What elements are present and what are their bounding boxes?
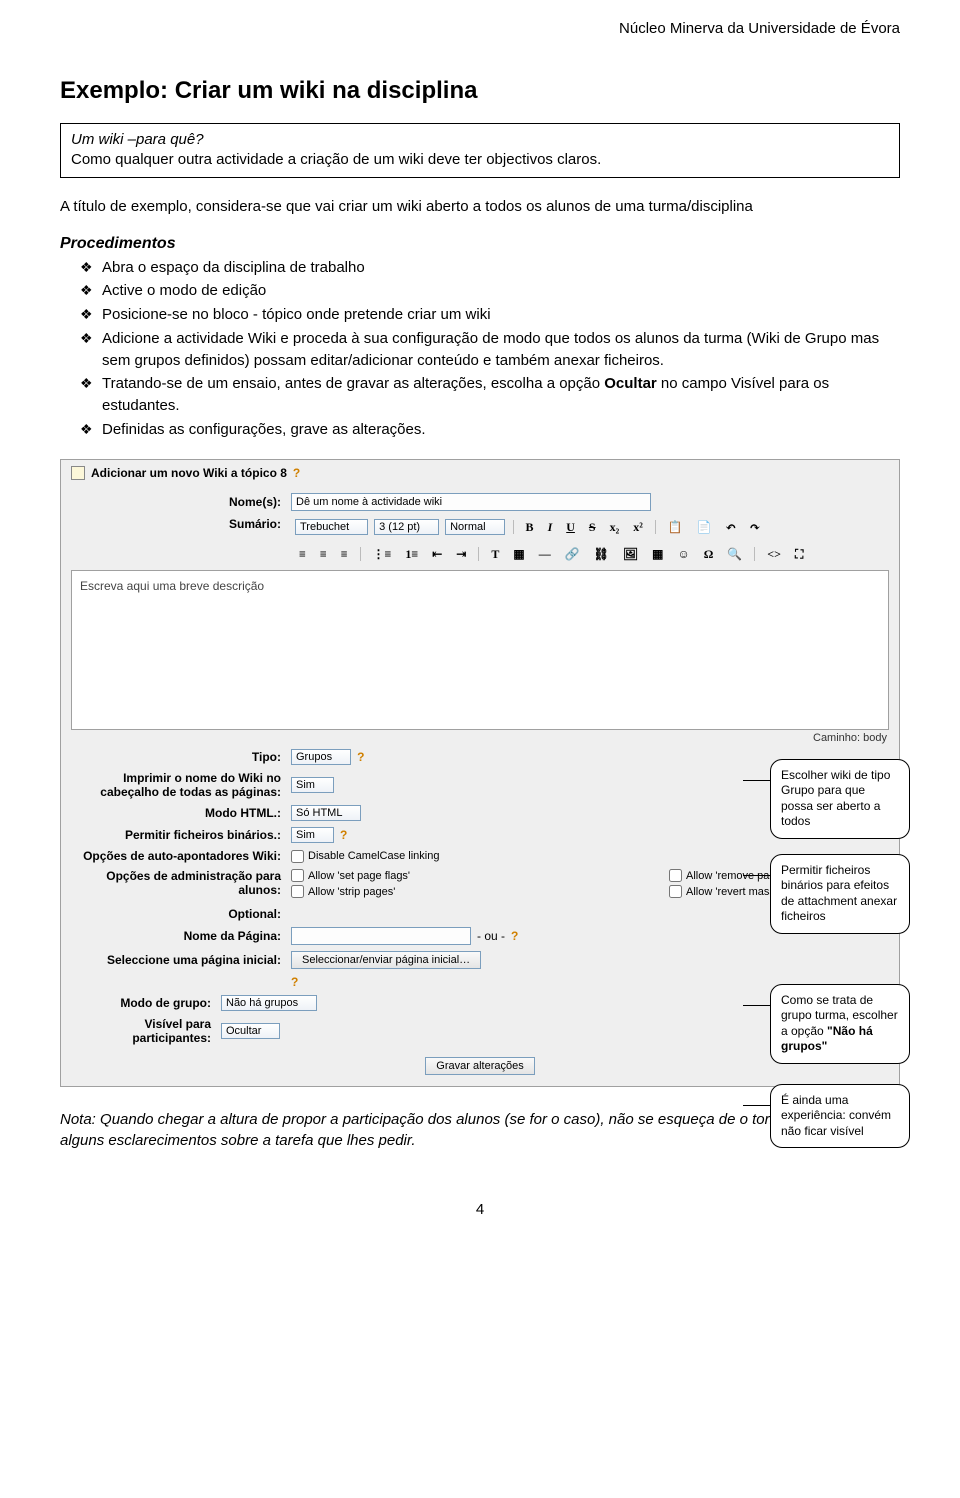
pagina-inicial-button[interactable]: Seleccionar/enviar página inicial… xyxy=(291,951,481,969)
find-icon[interactable]: 🔍 xyxy=(723,546,746,563)
align-right-icon[interactable]: ≡ xyxy=(337,546,352,563)
label-auto-apontadores: Opções de auto-apontadores Wiki: xyxy=(71,849,291,863)
italic-icon[interactable]: I xyxy=(544,519,557,536)
bgcolor-icon[interactable]: ▦ xyxy=(509,546,528,563)
label-sumario: Sumário: xyxy=(71,517,291,531)
proc-item: Abra o espaço da disciplina de trabalho xyxy=(80,257,900,279)
sub-icon[interactable]: x₂ xyxy=(606,519,624,536)
bold-icon[interactable]: B xyxy=(522,519,538,536)
copy-icon[interactable]: 📋 xyxy=(664,519,687,536)
label-modo-grupo: Modo de grupo: xyxy=(71,996,221,1010)
label-pagina-inicial: Seleccione uma página inicial: xyxy=(71,953,291,967)
paste-icon[interactable]: 📄 xyxy=(693,519,716,536)
box-line-1: Um wiki –para quê? xyxy=(71,130,889,150)
indent-icon[interactable]: ⇥ xyxy=(452,546,470,563)
permitir-bin-select[interactable]: Sim xyxy=(291,827,334,843)
sup-icon[interactable]: x² xyxy=(629,519,647,536)
callout-grupo: Como se trata de grupo turma, escolher a… xyxy=(770,984,910,1064)
ou-separator: - ou - xyxy=(477,929,505,943)
color-icon[interactable]: T xyxy=(487,546,503,563)
callout-tipo: Escolher wiki de tipo Grupo para que pos… xyxy=(770,759,910,839)
editor-toolbar[interactable]: Trebuchet 3 (12 pt) Normal B I U S x₂ x²… xyxy=(291,517,889,538)
help-icon[interactable]: ? xyxy=(357,750,364,764)
label-nome-pagina: Nome da Página: xyxy=(71,929,291,943)
label-visivel: Visível para participantes: xyxy=(71,1017,221,1045)
page-title: Exemplo: Criar um wiki na disciplina xyxy=(60,77,900,105)
link-icon[interactable]: 🔗 xyxy=(561,546,584,563)
size-select[interactable]: 3 (12 pt) xyxy=(374,519,439,535)
form-titlebar: Adicionar um novo Wiki a tópico 8 ? xyxy=(61,460,899,486)
label-tipo: Tipo: xyxy=(71,750,291,764)
label-permitir-bin: Permitir ficheiros binários.: xyxy=(71,828,291,842)
table-icon[interactable]: ▦ xyxy=(648,546,667,563)
image-icon[interactable]: 🖼 xyxy=(619,546,642,563)
page-number: 4 xyxy=(60,1201,900,1218)
label-nome: Nome(s): xyxy=(71,495,291,509)
callout-binarios: Permitir ficheiros binários para efeitos… xyxy=(770,854,910,934)
procedures-list: Abra o espaço da disciplina de trabalho … xyxy=(60,257,900,441)
html-icon[interactable]: <> xyxy=(763,546,785,563)
procedures-heading: Procedimentos xyxy=(60,235,900,253)
underline-icon[interactable]: U xyxy=(562,519,579,536)
allow-strippages-checkbox[interactable]: Allow 'strip pages' xyxy=(291,885,395,898)
proc-item: Definidas as configurações, grave as alt… xyxy=(80,419,900,441)
visivel-select[interactable]: Ocultar xyxy=(221,1023,280,1039)
align-left-icon[interactable]: ≡ xyxy=(295,546,310,563)
align-center-icon[interactable]: ≡ xyxy=(316,546,331,563)
strike-icon[interactable]: S xyxy=(585,519,600,536)
char-icon[interactable]: Ω xyxy=(700,546,718,563)
help-icon[interactable]: ? xyxy=(511,929,518,943)
allow-setpageflags-checkbox[interactable]: Allow 'set page flags' xyxy=(291,869,410,882)
proc-item: Tratando-se de um ensaio, antes de grava… xyxy=(80,373,900,417)
form-title: Adicionar um novo Wiki a tópico 8 xyxy=(91,466,287,480)
nome-input[interactable] xyxy=(291,493,651,511)
page-header: Núcleo Minerva da Universidade de Évora xyxy=(60,20,900,37)
hr-icon[interactable]: — xyxy=(535,546,555,563)
tipo-select[interactable]: Grupos xyxy=(291,749,351,765)
font-select[interactable]: Trebuchet xyxy=(295,519,368,535)
help-icon[interactable]: ? xyxy=(340,828,347,842)
proc-item: Active o modo de edição xyxy=(80,280,900,302)
undo-icon[interactable]: ↶ xyxy=(722,519,740,536)
proc-item: Posicione-se no bloco - tópico onde pret… xyxy=(80,304,900,326)
modo-grupo-select[interactable]: Não há grupos xyxy=(221,995,317,1011)
label-modo-html: Modo HTML.: xyxy=(71,806,291,820)
label-admin: Opções de administração para alunos: xyxy=(71,869,291,897)
modo-html-select[interactable]: Só HTML xyxy=(291,805,361,821)
unlink-icon[interactable]: ⛓ xyxy=(590,546,613,563)
intro-paragraph: A título de exemplo, considera-se que va… xyxy=(60,196,900,217)
editor-toolbar-2[interactable]: ≡ ≡ ≡ ⋮≡ 1≡ ⇤ ⇥ T ▦ — 🔗 ⛓ 🖼 xyxy=(291,544,889,565)
imprimir-select[interactable]: Sim xyxy=(291,777,334,793)
smiley-icon[interactable]: ☺ xyxy=(673,546,693,563)
nome-pagina-input[interactable] xyxy=(291,927,471,945)
proc-item: Adicione a actividade Wiki e proceda à s… xyxy=(80,328,900,372)
camelcase-checkbox[interactable]: Disable CamelCase linking xyxy=(291,850,439,863)
editor-pathbar: Caminho: body xyxy=(61,730,899,746)
numlist-icon[interactable]: 1≡ xyxy=(401,546,422,563)
box-line-2: Como qualquer outra actividade a criação… xyxy=(71,150,889,170)
fullscreen-icon[interactable]: ⛶ xyxy=(791,546,807,563)
editor-textarea[interactable]: Escreva aqui uma breve descrição xyxy=(71,570,889,730)
help-icon[interactable]: ? xyxy=(293,466,300,480)
callout-visivel: É ainda uma experiência: convém não fica… xyxy=(770,1084,910,1149)
style-select[interactable]: Normal xyxy=(445,519,504,535)
outdent-icon[interactable]: ⇤ xyxy=(428,546,446,563)
help-icon[interactable]: ? xyxy=(291,975,298,989)
label-optional: Optional: xyxy=(71,907,291,921)
gravar-button[interactable]: Gravar alterações xyxy=(425,1057,534,1075)
info-box: Um wiki –para quê? Como qualquer outra a… xyxy=(60,123,900,178)
list-icon[interactable]: ⋮≡ xyxy=(369,546,396,563)
label-imprimir: Imprimir o nome do Wiki no cabeçalho de … xyxy=(71,771,291,800)
redo-icon[interactable]: ↷ xyxy=(746,519,764,536)
wiki-icon xyxy=(71,466,85,480)
